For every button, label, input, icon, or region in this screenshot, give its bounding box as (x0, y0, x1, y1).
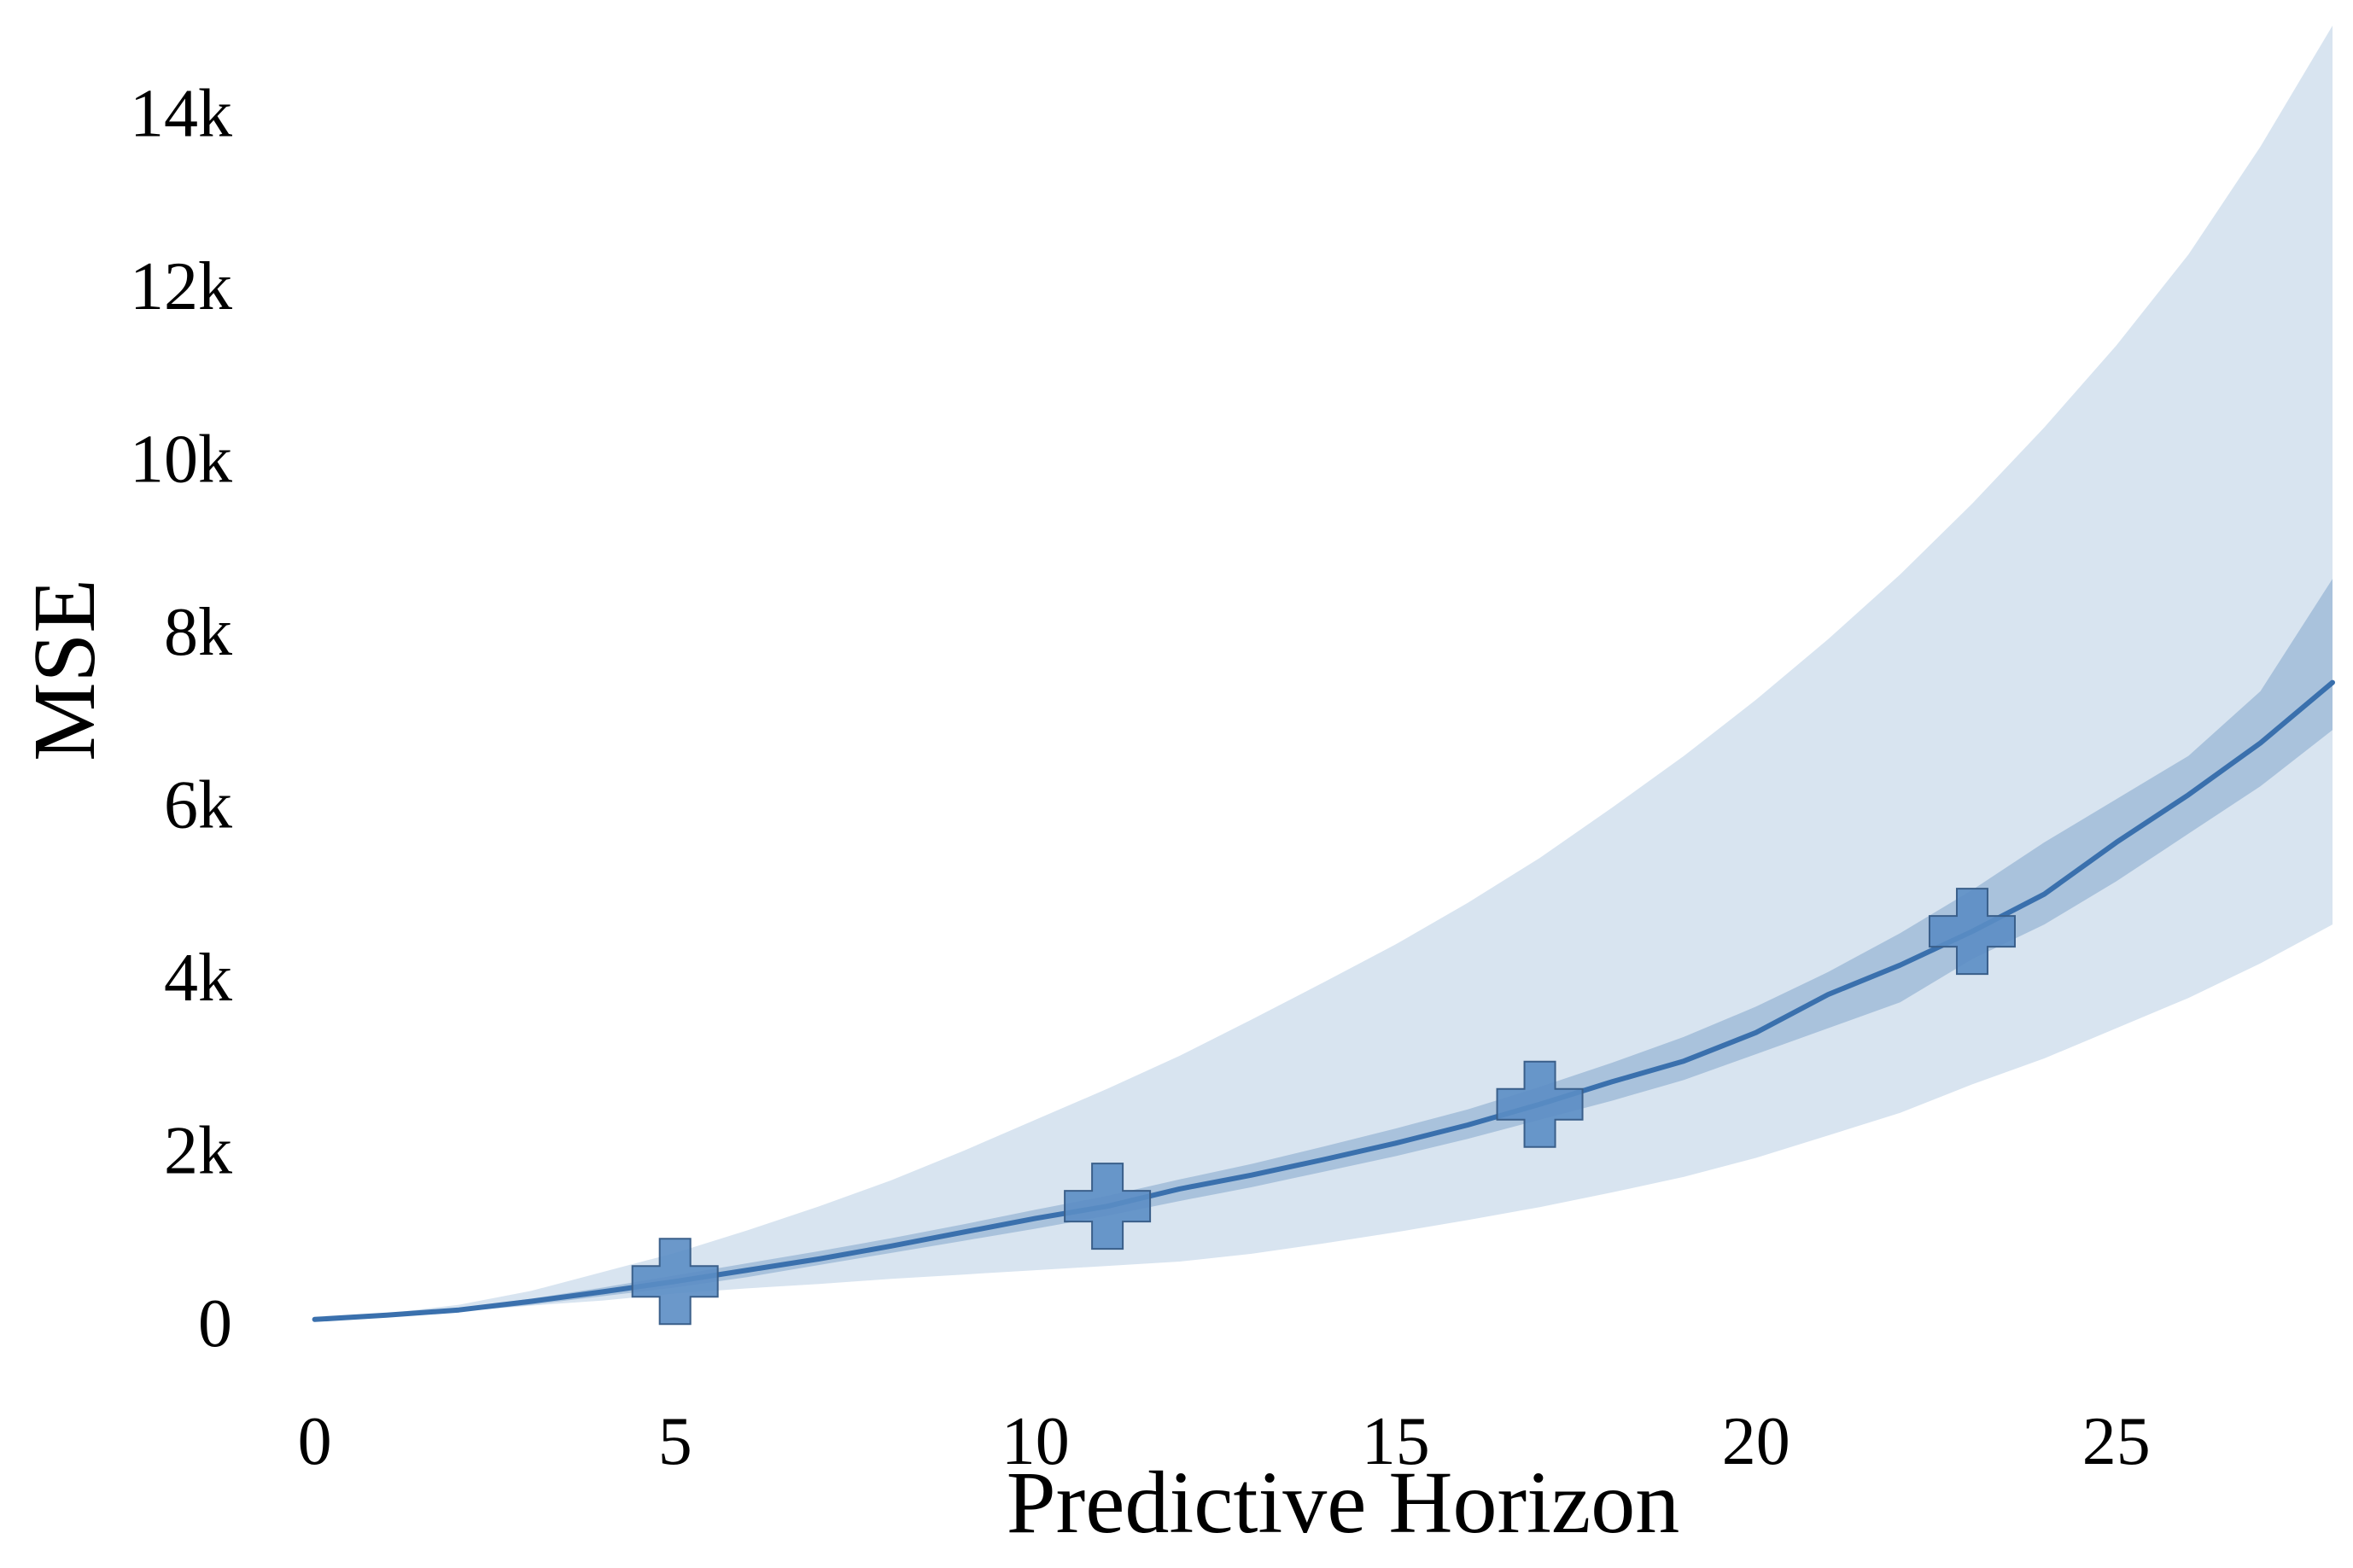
bands-layer (314, 26, 2333, 1320)
y-tick-labels: 0 2k 4k 6k 8k 10k 12k 14k (130, 76, 232, 1361)
plus-marker (1928, 888, 2016, 976)
x-tick-label: 25 (2082, 1404, 2151, 1479)
y-tick-label: 10k (130, 422, 232, 497)
y-axis-label: MSE (15, 579, 114, 761)
x-tick-label: 20 (1722, 1404, 1790, 1479)
x-tick-label: 5 (658, 1404, 692, 1479)
x-tick-label: 10 (1001, 1404, 1070, 1479)
y-tick-label: 8k (164, 595, 232, 670)
x-axis-label: Predictive Horizon (1007, 1454, 1679, 1552)
plus-marker (1496, 1060, 1584, 1148)
y-tick-label: 14k (130, 76, 232, 151)
outer-band (314, 26, 2333, 1320)
y-tick-label: 12k (130, 249, 232, 324)
plus-marker (1064, 1163, 1152, 1250)
y-tick-label: 2k (164, 1113, 232, 1188)
markers-layer (631, 888, 2016, 1326)
x-tick-label: 15 (1362, 1404, 1430, 1479)
y-tick-label: 6k (164, 767, 232, 842)
y-tick-label: 4k (164, 941, 232, 1016)
y-tick-label: 0 (198, 1286, 232, 1361)
plus-marker (631, 1238, 719, 1326)
x-tick-labels: 0 5 10 15 20 25 (298, 1404, 2151, 1479)
x-tick-label: 0 (298, 1404, 332, 1479)
